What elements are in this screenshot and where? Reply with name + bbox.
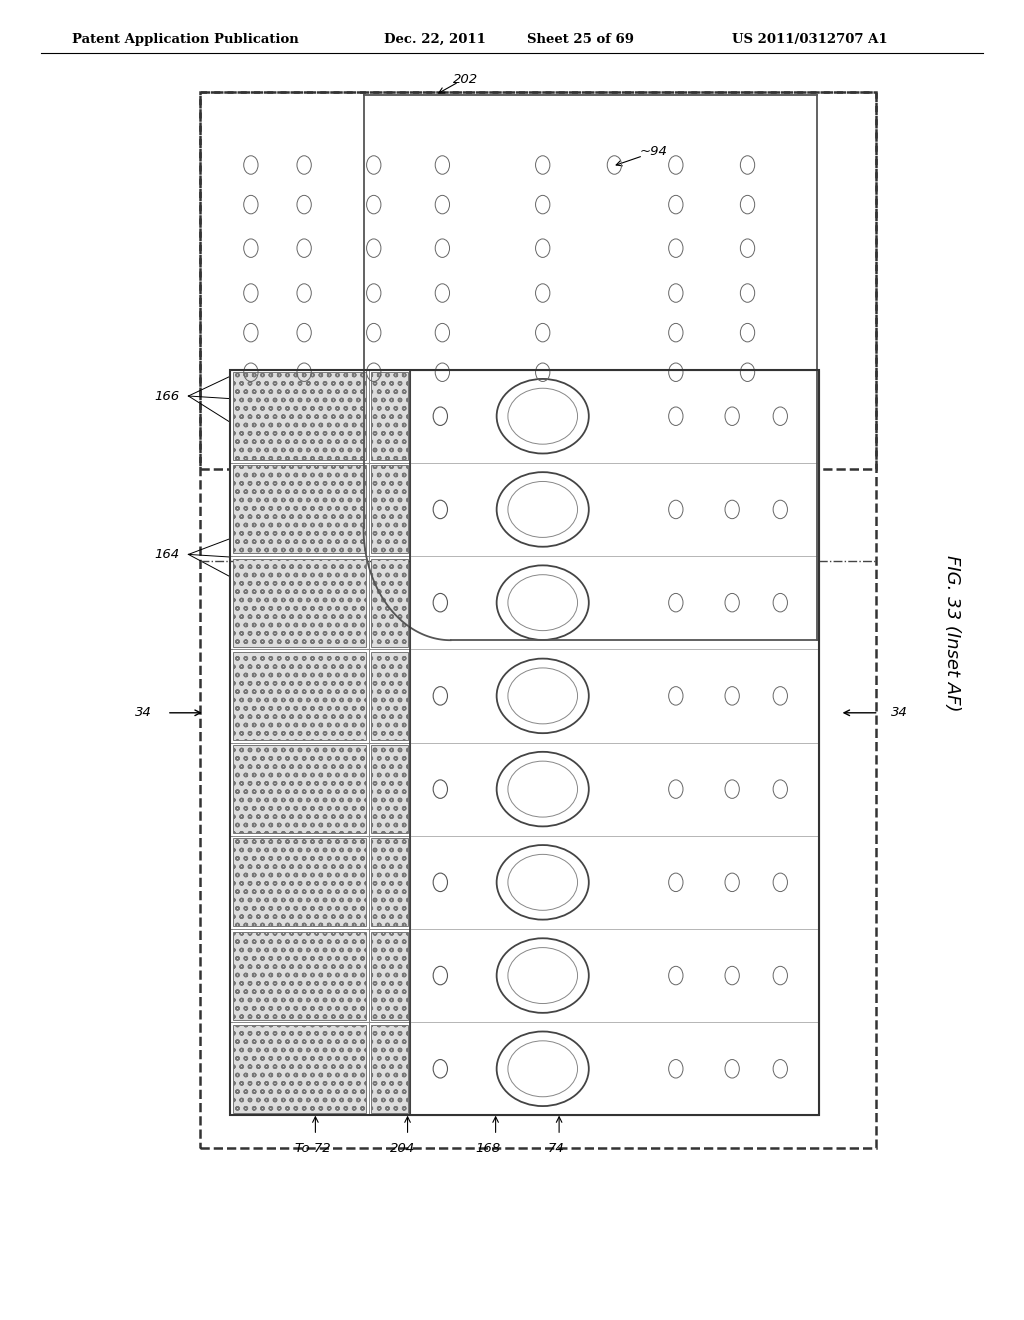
Text: Sheet 25 of 69: Sheet 25 of 69 (527, 33, 634, 46)
Bar (371, 838, 408, 927)
Text: To 72: To 72 (295, 1142, 330, 1155)
Bar (233, 838, 366, 927)
Bar (233, 652, 366, 739)
Bar (371, 652, 408, 739)
Circle shape (433, 780, 447, 799)
Bar (371, 466, 408, 553)
Ellipse shape (508, 762, 578, 817)
Ellipse shape (497, 659, 589, 733)
Ellipse shape (508, 482, 578, 537)
Text: 34: 34 (135, 706, 152, 719)
Ellipse shape (497, 845, 589, 920)
Ellipse shape (508, 388, 578, 444)
Circle shape (433, 500, 447, 519)
Bar (371, 1024, 408, 1113)
Ellipse shape (508, 948, 578, 1003)
Text: 202: 202 (454, 73, 478, 86)
Bar (233, 558, 366, 647)
Bar (371, 932, 408, 1019)
Bar (410, 370, 819, 1115)
Text: Dec. 22, 2011: Dec. 22, 2011 (384, 33, 485, 46)
Text: 164: 164 (154, 548, 179, 561)
Ellipse shape (497, 473, 589, 546)
Bar (233, 466, 366, 553)
Circle shape (433, 686, 447, 705)
Bar (233, 932, 366, 1019)
Bar (371, 372, 408, 461)
Circle shape (433, 1060, 447, 1078)
Circle shape (433, 407, 447, 425)
Ellipse shape (508, 668, 578, 723)
Ellipse shape (508, 1040, 578, 1097)
Bar (200, 92, 876, 1148)
Bar (371, 558, 408, 647)
Ellipse shape (497, 1031, 589, 1106)
Ellipse shape (497, 752, 589, 826)
Text: ~94: ~94 (640, 145, 668, 158)
Text: 166: 166 (154, 389, 179, 403)
Bar (371, 744, 408, 833)
Ellipse shape (508, 854, 578, 911)
Text: 168: 168 (475, 1142, 500, 1155)
Ellipse shape (497, 939, 589, 1012)
Bar (233, 744, 366, 833)
Bar (230, 370, 819, 1115)
Bar (233, 1024, 366, 1113)
Text: 204: 204 (390, 1142, 415, 1155)
Text: Patent Application Publication: Patent Application Publication (72, 33, 298, 46)
Circle shape (433, 594, 447, 612)
Bar (233, 372, 366, 461)
Ellipse shape (508, 574, 578, 631)
Ellipse shape (497, 379, 589, 454)
Circle shape (433, 873, 447, 891)
Bar (200, 92, 876, 469)
Text: 74: 74 (548, 1142, 564, 1155)
Circle shape (433, 966, 447, 985)
Text: 34: 34 (891, 706, 907, 719)
Text: US 2011/0312707 A1: US 2011/0312707 A1 (732, 33, 888, 46)
Bar (230, 370, 819, 1115)
Ellipse shape (497, 565, 589, 640)
Text: FIG. 33 (Inset AF): FIG. 33 (Inset AF) (943, 556, 962, 711)
